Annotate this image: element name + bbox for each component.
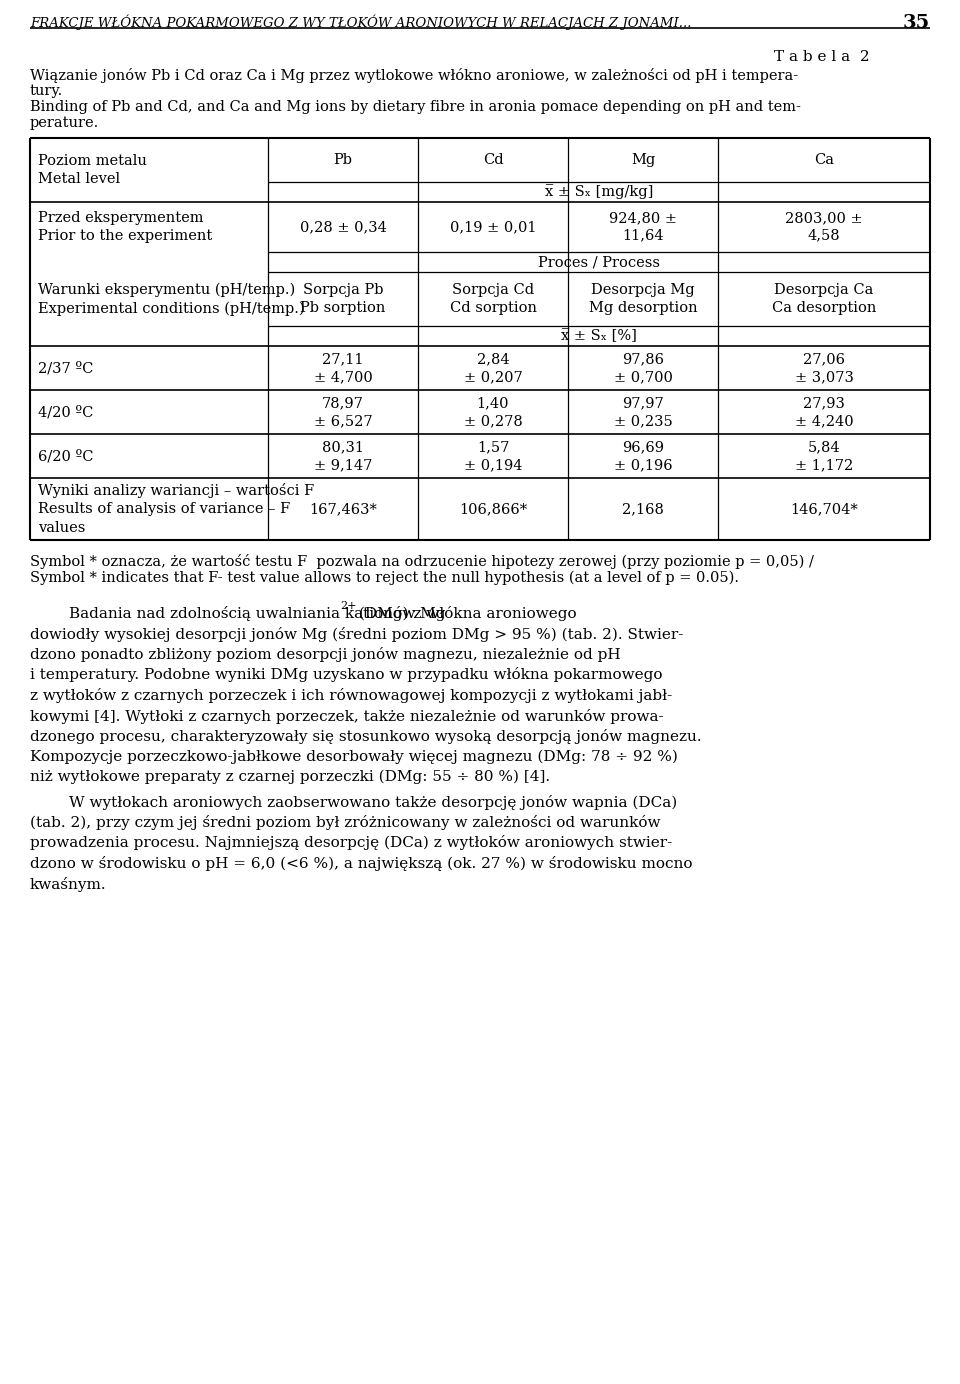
Text: 27,11
± 4,700: 27,11 ± 4,700: [314, 352, 372, 383]
Text: W wytłokach aroniowych zaobserwowano także desorpcję jonów wapnia (DCa): W wytłokach aroniowych zaobserwowano tak…: [30, 794, 677, 810]
Text: 80,31
± 9,147: 80,31 ± 9,147: [314, 440, 372, 472]
Text: 146,704*: 146,704*: [790, 502, 858, 516]
Text: 1,57
± 0,194: 1,57 ± 0,194: [464, 440, 522, 472]
Text: Przed eksperymentem
Prior to the experiment: Przed eksperymentem Prior to the experim…: [38, 210, 212, 244]
Text: dzono ponadto zbliżony poziom desorpcji jonów magnezu, niezależnie od pH: dzono ponadto zbliżony poziom desorpcji …: [30, 646, 620, 662]
Text: Ca: Ca: [814, 154, 834, 167]
Text: 924,80 ±
11,64: 924,80 ± 11,64: [609, 212, 677, 242]
Text: Symbol * oznacza, że wartość testu F  pozwala na odrzucenie hipotezy zerowej (pr: Symbol * oznacza, że wartość testu F poz…: [30, 554, 814, 569]
Text: 2803,00 ±
4,58: 2803,00 ± 4,58: [785, 212, 863, 242]
Text: Desorpcja Ca
Ca desorption: Desorpcja Ca Ca desorption: [772, 284, 876, 316]
Text: Warunki eksperymentu (pH/temp.)
Experimental conditions (pH/temp.): Warunki eksperymentu (pH/temp.) Experime…: [38, 282, 304, 316]
Text: T a b e l a  2: T a b e l a 2: [775, 50, 870, 64]
Text: Badania nad zdolnością uwalniania kationów Mg: Badania nad zdolnością uwalniania kation…: [30, 606, 445, 621]
Text: kowymi [4]. Wytłoki z czarnych porzeczek, także niezależnie od warunków prowa-: kowymi [4]. Wytłoki z czarnych porzeczek…: [30, 709, 663, 724]
Text: 27,93
± 4,240: 27,93 ± 4,240: [795, 396, 853, 428]
Text: Binding of Pb and Cd, and Ca and Mg ions by dietary fibre in aronia pomace depen: Binding of Pb and Cd, and Ca and Mg ions…: [30, 100, 801, 113]
Text: Cd: Cd: [483, 154, 503, 167]
Text: x̅ ± Sₓ [mg/kg]: x̅ ± Sₓ [mg/kg]: [545, 184, 653, 199]
Text: 78,97
± 6,527: 78,97 ± 6,527: [314, 396, 372, 428]
Text: 96,69
± 0,196: 96,69 ± 0,196: [613, 440, 672, 472]
Text: 97,86
± 0,700: 97,86 ± 0,700: [613, 352, 672, 383]
Text: 0,19 ± 0,01: 0,19 ± 0,01: [449, 220, 537, 234]
Text: prowadzenia procesu. Najmniejszą desorpcję (DCa) z wytłoków aroniowych stwier-: prowadzenia procesu. Najmniejszą desorpc…: [30, 836, 672, 851]
Text: Proces / Process: Proces / Process: [538, 255, 660, 268]
Text: 106,866*: 106,866*: [459, 502, 527, 516]
Text: 4/20 ºC: 4/20 ºC: [38, 406, 93, 419]
Text: Poziom metalu
Metal level: Poziom metalu Metal level: [38, 154, 147, 187]
Text: Wyniki analizy wariancji – wartości F
Results of analysis of variance – F
values: Wyniki analizy wariancji – wartości F Re…: [38, 483, 314, 534]
Text: Mg: Mg: [631, 154, 655, 167]
Text: 2+: 2+: [340, 601, 356, 610]
Text: 2,168: 2,168: [622, 502, 664, 516]
Text: FRAKCJE WŁÓKNA POKARMOWEGO Z WY TŁOKÓW ARONIOWYCH W RELACJACH Z JONAMI...: FRAKCJE WŁÓKNA POKARMOWEGO Z WY TŁOKÓW A…: [30, 14, 691, 29]
Text: 97,97
± 0,235: 97,97 ± 0,235: [613, 396, 672, 428]
Text: 2,84
± 0,207: 2,84 ± 0,207: [464, 352, 522, 383]
Text: 5,84
± 1,172: 5,84 ± 1,172: [795, 440, 853, 472]
Text: Desorpcja Mg
Mg desorption: Desorpcja Mg Mg desorption: [588, 284, 697, 316]
Text: perature.: perature.: [30, 116, 99, 130]
Text: dzono w środowisku o pH = 6,0 (<6 %), a największą (ok. 27 %) w środowisku mocno: dzono w środowisku o pH = 6,0 (<6 %), a …: [30, 855, 692, 871]
Text: Symbol * indicates that F- test value allows to reject the null hypothesis (at a: Symbol * indicates that F- test value al…: [30, 572, 739, 585]
Text: dowiodły wysokiej desorpcji jonów Mg (średni poziom DMg > 95 %) (tab. 2). Stwier: dowiodły wysokiej desorpcji jonów Mg (śr…: [30, 627, 684, 642]
Text: Kompozycje porzeczkowo-jabłkowe desorbowały więcej magnezu (DMg: 78 ÷ 92 %): Kompozycje porzeczkowo-jabłkowe desorbow…: [30, 750, 678, 764]
Text: i temperatury. Podobne wyniki DMg uzyskano w przypadku włókna pokarmowego: i temperatury. Podobne wyniki DMg uzyska…: [30, 667, 662, 682]
Text: Pb: Pb: [333, 154, 352, 167]
Text: 0,28 ± 0,34: 0,28 ± 0,34: [300, 220, 387, 234]
Text: kwaśnym.: kwaśnym.: [30, 876, 107, 891]
Text: 167,463*: 167,463*: [309, 502, 377, 516]
Text: x̅ ± Sₓ [%]: x̅ ± Sₓ [%]: [561, 329, 636, 343]
Text: Sorpcja Cd
Cd sorption: Sorpcja Cd Cd sorption: [449, 284, 537, 316]
Text: tury.: tury.: [30, 84, 63, 98]
Text: (tab. 2), przy czym jej średni poziom był zróżnicowany w zależności od warunków: (tab. 2), przy czym jej średni poziom by…: [30, 815, 660, 830]
Text: 35: 35: [902, 14, 930, 32]
Text: 2/37 ºC: 2/37 ºC: [38, 361, 93, 375]
Text: 6/20 ºC: 6/20 ºC: [38, 448, 93, 464]
Text: niż wytłokowe preparaty z czarnej porzeczki (DMg: 55 ÷ 80 %) [4].: niż wytłokowe preparaty z czarnej porzec…: [30, 770, 550, 785]
Text: (DMg) z włókna aroniowego: (DMg) z włókna aroniowego: [354, 606, 577, 621]
Text: 27,06
± 3,073: 27,06 ± 3,073: [795, 352, 853, 383]
Text: dzonego procesu, charakteryzowały się stosunkowo wysoką desorpcją jonów magnezu.: dzonego procesu, charakteryzowały się st…: [30, 729, 702, 745]
Text: z wytłoków z czarnych porzeczek i ich równowagowej kompozycji z wytłokami jabł-: z wytłoków z czarnych porzeczek i ich ró…: [30, 688, 672, 703]
Text: Wiązanie jonów Pb i Cd oraz Ca i Mg przez wytlokowe włókno aroniowe, w zależnośc: Wiązanie jonów Pb i Cd oraz Ca i Mg prze…: [30, 68, 798, 83]
Text: 1,40
± 0,278: 1,40 ± 0,278: [464, 396, 522, 428]
Text: Sorpcja Pb
Pb sorption: Sorpcja Pb Pb sorption: [300, 284, 386, 316]
